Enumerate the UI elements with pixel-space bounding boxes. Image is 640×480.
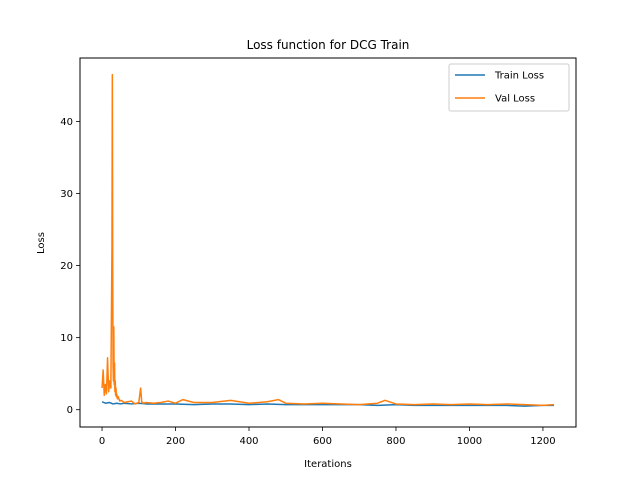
series-line-train-loss: [101, 401, 554, 407]
legend-label: Val Loss: [495, 94, 535, 105]
y-tick-label: 20: [60, 261, 73, 272]
y-tick-label: 0: [67, 405, 73, 416]
y-axis-title: Loss: [36, 232, 47, 254]
legend: Train Loss Val Loss: [448, 63, 570, 112]
x-tick-label: 800: [386, 436, 405, 447]
x-tick-label: 1000: [457, 436, 482, 447]
y-axis: 0 10 20 30 40: [60, 117, 80, 416]
plot-frame: [79, 57, 577, 428]
y-tick-label: 40: [60, 117, 73, 128]
x-tick-label: 400: [239, 436, 258, 447]
x-axis-title: Iterations: [304, 459, 352, 470]
x-tick-label: 0: [99, 436, 105, 447]
x-tick-label: 200: [166, 436, 185, 447]
x-axis: 0 200 400 600 800 1000 1200: [99, 427, 556, 447]
y-tick-label: 30: [60, 189, 73, 200]
x-tick-label: 600: [313, 436, 332, 447]
x-tick-label: 1200: [530, 436, 555, 447]
y-tick-label: 10: [60, 333, 73, 344]
chart-title: Loss function for DCG Train: [247, 38, 410, 52]
series-line-val-loss: [101, 73, 555, 407]
series-layer: [101, 73, 555, 407]
legend-label: Train Loss: [494, 71, 544, 82]
